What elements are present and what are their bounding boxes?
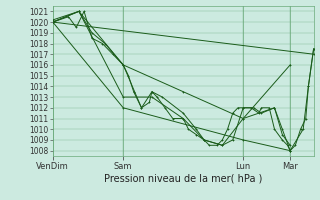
X-axis label: Pression niveau de la mer( hPa ): Pression niveau de la mer( hPa ) [104, 173, 262, 183]
